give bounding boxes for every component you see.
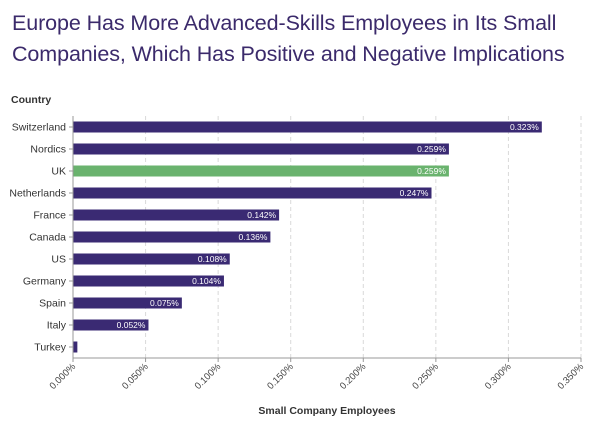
bar-spain: [73, 297, 182, 309]
chart-title: Europe Has More Advanced-Skills Employee…: [12, 11, 565, 66]
category-label: France: [33, 210, 66, 222]
y-axis-title: Country: [11, 94, 51, 106]
x-tick-label: 0.200%: [338, 361, 369, 392]
bar-netherlands: [73, 187, 432, 199]
x-tick-label: 0.350%: [556, 361, 587, 392]
bar-nordics: [73, 143, 449, 155]
bars: 0.323% 0.259% 0.259% 0.247% 0.142% 0.136% 0.10…: [73, 121, 542, 353]
category-label: US: [51, 254, 66, 266]
bar-switzerland: [73, 121, 542, 133]
x-axis-title: Small Company Employees: [258, 405, 395, 417]
data-label: 0.104%: [192, 276, 221, 286]
data-label: 0.136%: [239, 232, 268, 242]
data-label: 0.259%: [417, 166, 446, 176]
x-tick-label: 0.100%: [193, 361, 224, 392]
data-label: 0.259%: [417, 144, 446, 154]
category-label: Nordics: [30, 144, 66, 156]
category-label: Netherlands: [9, 188, 66, 200]
x-tick-label: 0.250%: [410, 361, 441, 392]
x-tick-label: 0.300%: [483, 361, 514, 392]
data-label: 0.108%: [198, 254, 227, 264]
x-tick-label: 0.050%: [120, 361, 151, 392]
bar-canada: [73, 231, 271, 243]
data-label: 0.142%: [247, 210, 276, 220]
category-label: Turkey: [34, 342, 66, 354]
x-tick-label: 0.000%: [48, 361, 79, 392]
x-tick-label: 0.150%: [265, 361, 296, 392]
category-label: Germany: [23, 276, 67, 288]
bar-us: [73, 253, 230, 265]
bar-italy: [73, 319, 149, 331]
data-label: 0.075%: [150, 298, 179, 308]
category-label: Spain: [39, 298, 66, 310]
bar-france: [73, 209, 280, 221]
category-label: Italy: [47, 320, 67, 332]
category-label: Canada: [29, 232, 66, 244]
data-label: 0.247%: [400, 188, 429, 198]
bar-turkey: [73, 341, 78, 353]
bar-uk: [73, 165, 449, 177]
category-label: Switzerland: [12, 122, 66, 134]
category-label: UK: [51, 166, 66, 178]
data-label: 0.323%: [510, 122, 539, 132]
bar-germany: [73, 275, 224, 287]
data-label: 0.052%: [117, 320, 146, 330]
